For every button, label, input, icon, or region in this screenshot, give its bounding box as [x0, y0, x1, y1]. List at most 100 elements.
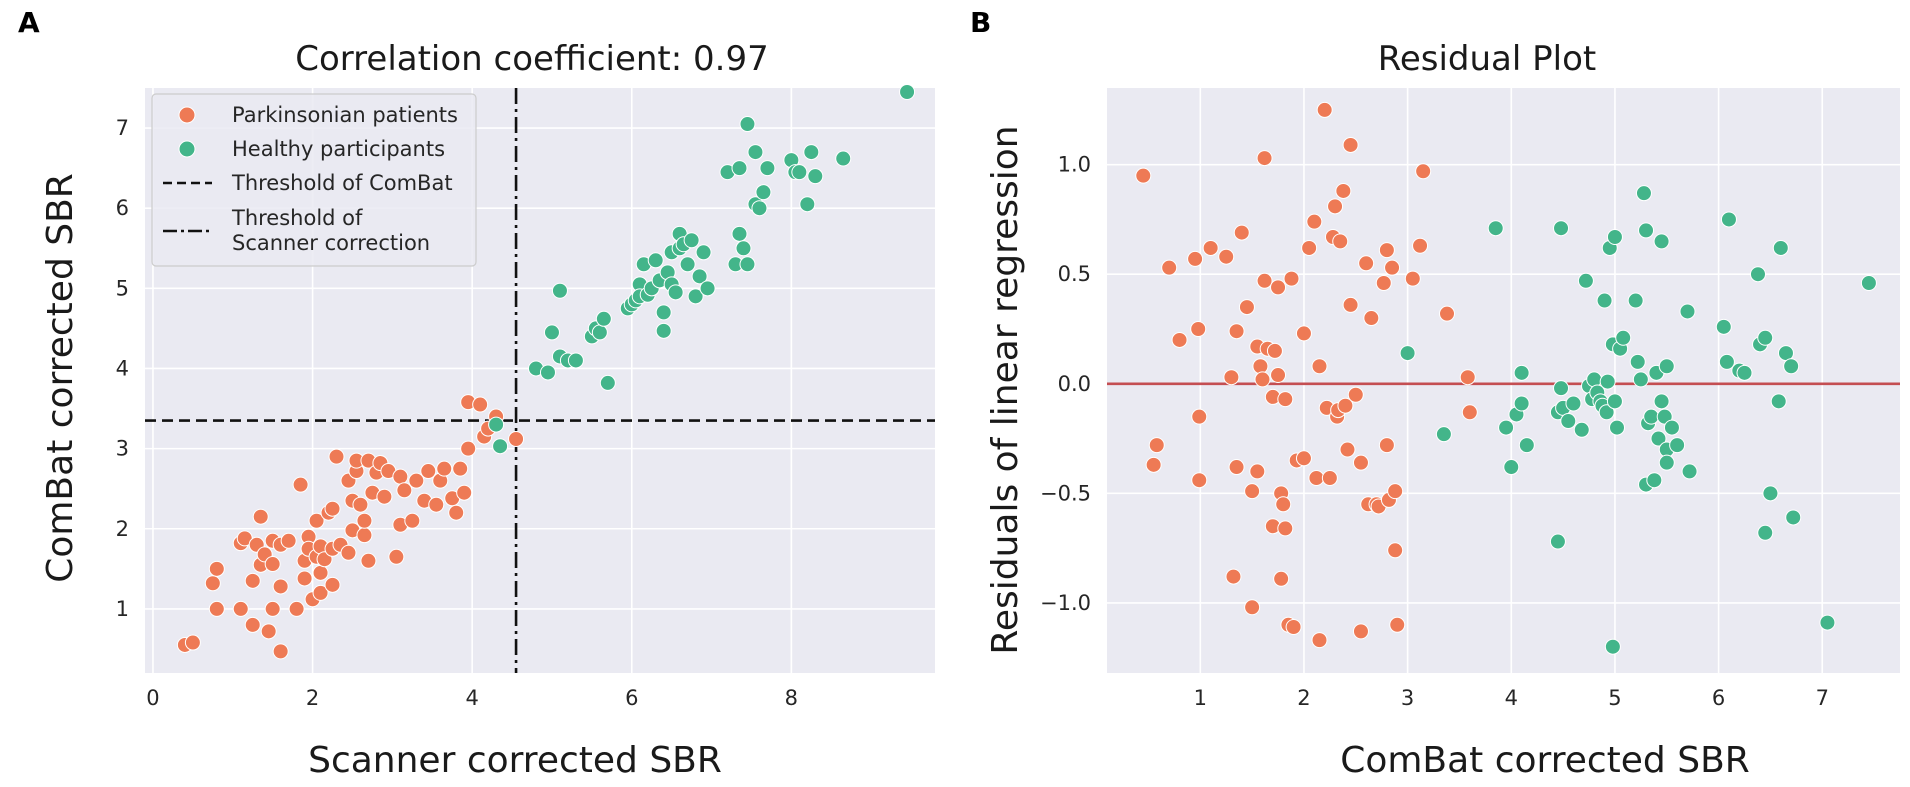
chart-b-healthy-point: [1599, 373, 1616, 390]
chart-a-patient-point: [392, 468, 409, 485]
chart-b-healthy-point: [1718, 353, 1735, 370]
chart-a-healthy-point: [655, 322, 672, 339]
chart-b-healthy-point: [1487, 220, 1504, 237]
chart-a-patient-point: [244, 572, 261, 589]
chart-a-patient-point: [272, 643, 289, 660]
chart-b-patient-point: [1233, 224, 1250, 241]
chart-a-ytick-label: 3: [116, 437, 129, 461]
legend-marker-healthy: [178, 140, 196, 158]
chart-b-patient-point: [1266, 342, 1283, 359]
chart-b-healthy-point: [1577, 272, 1594, 289]
chart-a-healthy-point: [695, 244, 712, 261]
chart-a-patient-point: [356, 527, 373, 544]
chart-a-healthy-point: [683, 232, 700, 249]
chart-a-patient-point: [388, 548, 405, 565]
chart-b-patient-point: [1256, 272, 1273, 289]
chart-a-healthy-point: [731, 225, 748, 242]
chart-b-patient-point: [1254, 371, 1271, 388]
chart-a-patient-point: [340, 544, 357, 561]
chart-a-legend: Parkinsonian patients Healthy participan…: [151, 93, 477, 267]
chart-b-patient-point: [1191, 472, 1208, 489]
chart-b-healthy-point: [1860, 275, 1877, 291]
chart-a-healthy-point: [759, 160, 776, 177]
chart-a-healthy-point: [687, 288, 704, 305]
chart-b-patient-point: [1135, 167, 1152, 184]
chart-b-patient-point: [1252, 358, 1269, 375]
legend-label-patients: Parkinsonian patients: [232, 103, 458, 127]
chart-b-patient-point: [1375, 275, 1392, 291]
chart-b-patient-point: [1295, 325, 1312, 342]
chart-b-patient-point: [1238, 299, 1255, 316]
chart-b-patient-point: [1277, 391, 1294, 408]
chart-b-xtick-label: 6: [1712, 686, 1725, 710]
chart-b-patient-point: [1244, 483, 1261, 500]
chart-b-patient-point: [1352, 454, 1369, 471]
legend-label-combat: Threshold of ComBat: [231, 171, 453, 195]
chart-b-healthy-point: [1653, 233, 1670, 250]
chart-b-patient-point: [1295, 450, 1312, 467]
chart-a-patient-point: [404, 512, 421, 529]
chart-a-patient-point: [360, 552, 377, 569]
chart-a-patient-point: [328, 448, 345, 465]
chart-a-title: Correlation coefficient: 0.97: [295, 39, 768, 79]
chart-b-patient-point: [1321, 470, 1338, 486]
chart-a-healthy-point: [739, 256, 756, 273]
chart-a-ylabel: ComBat corrected SBR: [40, 173, 81, 583]
chart-b-patient-point: [1389, 616, 1406, 633]
chart-b-patient-point: [1352, 623, 1369, 640]
chart-b-patient-point: [1148, 437, 1165, 454]
chart-b-healthy-point: [1513, 364, 1530, 381]
chart-a-healthy-point: [799, 196, 816, 213]
chart-b-healthy-point: [1643, 408, 1660, 425]
chart-a-ytick-label: 4: [116, 356, 129, 380]
chart-b-patient-point: [1378, 437, 1395, 454]
chart-b-xlabel: ComBat corrected SBR: [1340, 740, 1750, 781]
chart-b-patient-point: [1218, 248, 1235, 265]
chart-a-healthy-point: [835, 150, 852, 167]
chart-b-ytick-label: 1.0: [1058, 153, 1091, 177]
chart-a-patient-point: [436, 460, 453, 477]
chart-b-patient-point: [1415, 163, 1432, 180]
chart-a-healthy-point: [803, 144, 820, 161]
chart-a-healthy-point: [691, 268, 708, 285]
chart-b-patient-point: [1270, 367, 1287, 384]
chart-a-healthy-point: [667, 284, 684, 301]
chart-a-patient-point: [460, 440, 477, 457]
chart-a-patient-point: [324, 576, 341, 593]
chart-b-healthy-point: [1553, 220, 1570, 237]
chart-b-healthy-point: [1785, 509, 1802, 526]
chart-a-healthy-point: [599, 374, 616, 391]
chart-b-patient-point: [1339, 441, 1356, 458]
chart-a-ticks: 0 2 4 6 8 1 2 3 4 5 6 7: [116, 116, 798, 710]
chart-a-ytick-label: 2: [116, 517, 129, 541]
chart-b-xtick-label: 7: [1816, 686, 1829, 710]
chart-b-ytick-label: 0.5: [1058, 262, 1091, 286]
chart-a-patient-point: [312, 584, 329, 601]
chart-b-healthy-point: [1658, 454, 1675, 471]
chart-b-patient-point: [1311, 632, 1328, 649]
chart-b-patient-point: [1275, 496, 1292, 513]
chart-b-patient-point: [1316, 101, 1333, 118]
chart-b-patient-point: [1332, 233, 1349, 250]
chart-b-healthy-point: [1498, 419, 1515, 436]
chart-b-patient-point: [1327, 198, 1344, 215]
chart-a-patient-point: [428, 496, 445, 513]
chart-b-healthy-point: [1553, 380, 1570, 397]
chart-b-healthy-point: [1658, 358, 1675, 375]
chart-b-patient-point: [1347, 386, 1364, 403]
chart-a-healthy-point: [735, 240, 752, 257]
chart-b-healthy-point: [1518, 437, 1535, 454]
chart-b-healthy-point: [1819, 614, 1836, 631]
chart-b-title: Residual Plot: [1378, 39, 1596, 79]
chart-a-xtick-label: 8: [785, 686, 798, 710]
chart-a-xtick-label: 2: [306, 686, 319, 710]
chart-a-patient-point: [288, 600, 305, 617]
chart-a-healthy-point: [755, 184, 772, 201]
chart-b-healthy-point: [1573, 421, 1590, 438]
chart-b-patient-point: [1273, 570, 1290, 587]
chart-a-patient-point: [280, 532, 297, 549]
chart-a-patient-point: [396, 482, 413, 499]
chart-a-patient-point: [324, 500, 341, 517]
chart-a-points: [176, 84, 916, 660]
chart-a-healthy-point: [699, 280, 716, 297]
